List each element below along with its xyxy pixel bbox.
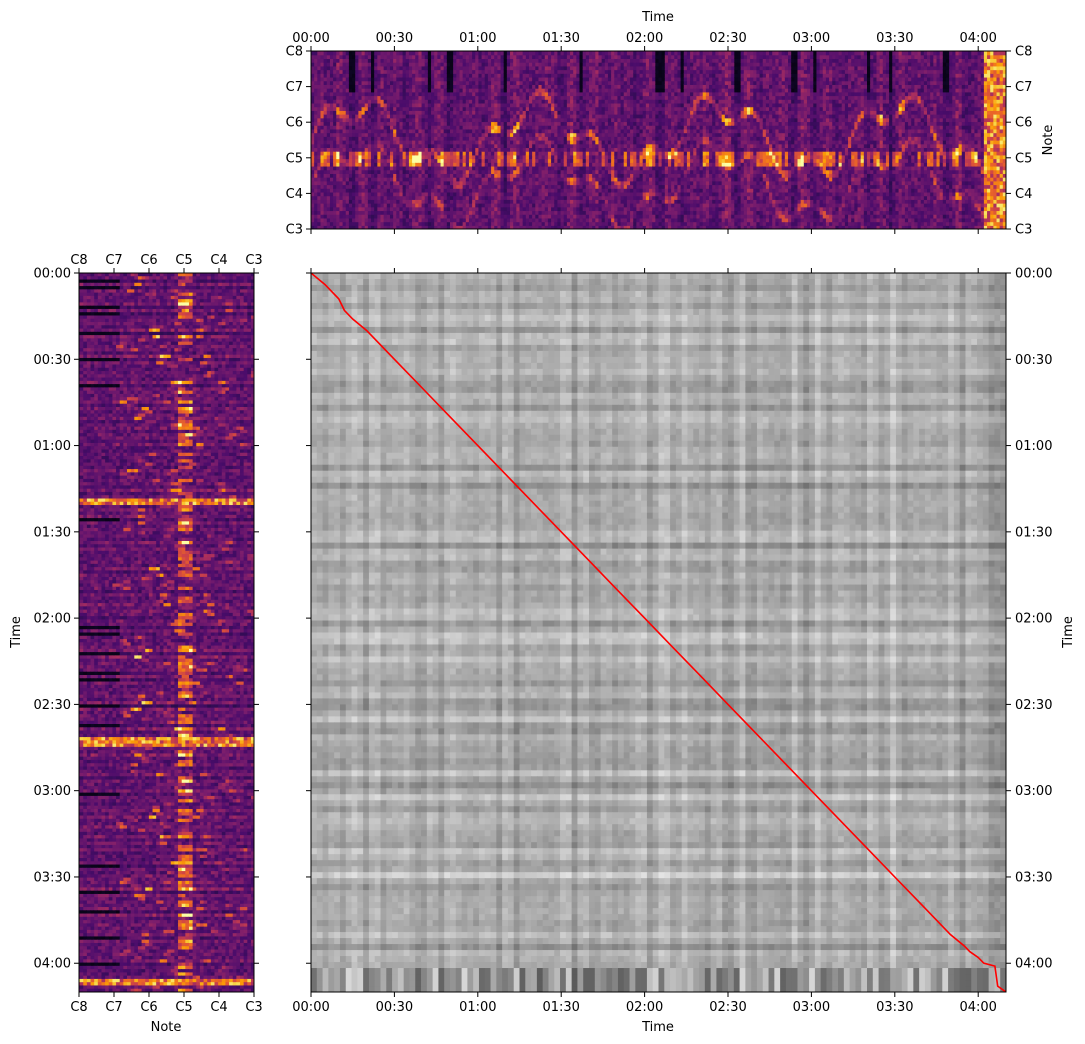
top-x-tick-label: 01:30 — [542, 31, 579, 46]
top-spectrogram-frame — [310, 50, 1007, 230]
left-y-tick-label: 03:00 — [34, 784, 71, 799]
top-y-right-tick-label: C6 — [1015, 116, 1032, 131]
left-y-tick-label: 04:00 — [34, 957, 71, 972]
cost-matrix-frame — [310, 272, 1007, 993]
main-x-tick-label: 00:30 — [376, 1000, 413, 1015]
left-x-top-tick-label: C4 — [210, 253, 227, 268]
top-x-tick-label: 00:00 — [292, 31, 329, 46]
top-spectrogram-panel: 00:00 00:30 01:00 01:30 02:00 02:30 03:00 03:30… — [286, 10, 1056, 238]
left-y-tick-label: 01:00 — [34, 439, 71, 454]
main-x-tick-label: 02:00 — [626, 1000, 663, 1015]
top-x-tick-label: 02:00 — [626, 31, 663, 46]
top-x-tick-label: 02:30 — [709, 31, 746, 46]
top-y-axis-label: Note — [1041, 125, 1056, 156]
left-spectrogram-heatmap — [79, 273, 254, 992]
cost-matrix-heatmap — [311, 273, 1006, 992]
top-y-left-tick-label: C5 — [286, 151, 303, 166]
left-x-top-tick-label: C5 — [175, 253, 192, 268]
main-y-tick-label: 01:00 — [1015, 439, 1052, 454]
left-x-bottom-tick-label: C4 — [210, 1000, 227, 1015]
main-x-tick-label: 01:30 — [542, 1000, 579, 1015]
top-y-right-tick-label: C5 — [1015, 151, 1032, 166]
left-x-bottom-tick-label: C5 — [175, 1000, 192, 1015]
cost-matrix-ticks: 00:00 00:00 00:30 00:30 01:00 01:00 01:30 01:30… — [292, 267, 1052, 1016]
cost-matrix-panel: 00:00 00:00 00:30 00:30 01:00 01:00 01:30 01:30… — [292, 267, 1076, 1036]
left-y-tick-label: 00:00 — [34, 267, 71, 282]
main-x-tick-label: 00:00 — [292, 1000, 329, 1015]
main-y-tick-label: 02:00 — [1015, 612, 1052, 627]
left-x-bottom-tick-label: C6 — [140, 1000, 157, 1015]
main-y-tick-label: 00:30 — [1015, 353, 1052, 368]
left-x-axis-label: Note — [151, 1020, 182, 1035]
main-y-tick-label: 01:30 — [1015, 525, 1052, 540]
top-y-left-tick-label: C4 — [286, 187, 303, 202]
left-x-bottom-tick-label: C3 — [245, 1000, 262, 1015]
main-x-tick-label: 02:30 — [709, 1000, 746, 1015]
left-x-top-tick-label: C8 — [70, 253, 87, 268]
left-y-tick-label: 02:00 — [34, 612, 71, 627]
top-x-tick-label: 01:00 — [459, 31, 496, 46]
top-x-tick-label: 03:00 — [793, 31, 830, 46]
top-y-right-tick-label: C8 — [1015, 45, 1032, 60]
alignment-path — [311, 273, 1006, 992]
top-y-left-tick-label: C3 — [286, 223, 303, 238]
main-x-axis-label: Time — [641, 1020, 674, 1035]
top-y-left-tick-label: C7 — [286, 80, 303, 95]
main-y-tick-label: 03:00 — [1015, 784, 1052, 799]
top-spectrogram-ticks: 00:00 00:30 01:00 01:30 02:00 02:30 03:00 03:30… — [286, 31, 1033, 238]
left-x-bottom-tick-label: C7 — [105, 1000, 122, 1015]
left-y-tick-label: 01:30 — [34, 525, 71, 540]
main-y-axis-label: Time — [1061, 616, 1076, 649]
left-x-top-tick-label: C3 — [245, 253, 262, 268]
top-x-tick-label: 00:30 — [376, 31, 413, 46]
top-y-right-tick-label: C7 — [1015, 80, 1032, 95]
left-x-bottom-tick-label: C8 — [70, 1000, 87, 1015]
top-x-tick-label: 04:00 — [959, 31, 996, 46]
main-y-tick-label: 04:00 — [1015, 957, 1052, 972]
top-x-tick-label: 03:30 — [876, 31, 913, 46]
left-spectrogram-ticks: C8 C8 C7 C7 C6 C6 C5 C5 C4 C4 C3 C3 00:00 00:30 01:00 0… — [34, 253, 263, 1015]
left-y-tick-label: 02:30 — [34, 698, 71, 713]
main-x-tick-label: 03:30 — [876, 1000, 913, 1015]
main-y-tick-label: 00:00 — [1015, 267, 1052, 282]
top-y-right-tick-label: C3 — [1015, 223, 1032, 238]
top-y-left-tick-label: C6 — [286, 116, 303, 131]
top-x-axis-label: Time — [641, 10, 674, 25]
left-spectrogram-panel: C8 C8 C7 C7 C6 C6 C5 C5 C4 C4 C3 C3 00:00 00:30 01:00 0… — [9, 253, 263, 1035]
main-x-tick-label: 01:00 — [459, 1000, 496, 1015]
left-x-top-tick-label: C7 — [105, 253, 122, 268]
top-spectrogram-heatmap — [311, 51, 1006, 229]
left-y-tick-label: 03:30 — [34, 870, 71, 885]
main-x-tick-label: 03:00 — [793, 1000, 830, 1015]
main-y-tick-label: 03:30 — [1015, 870, 1052, 885]
top-y-right-tick-label: C4 — [1015, 187, 1032, 202]
left-x-top-tick-label: C6 — [140, 253, 157, 268]
top-y-left-tick-label: C8 — [286, 45, 303, 60]
left-y-tick-label: 00:30 — [34, 353, 71, 368]
main-x-tick-label: 04:00 — [959, 1000, 996, 1015]
left-y-axis-label: Time — [9, 616, 24, 649]
main-y-tick-label: 02:30 — [1015, 698, 1052, 713]
left-spectrogram-frame — [78, 272, 255, 993]
